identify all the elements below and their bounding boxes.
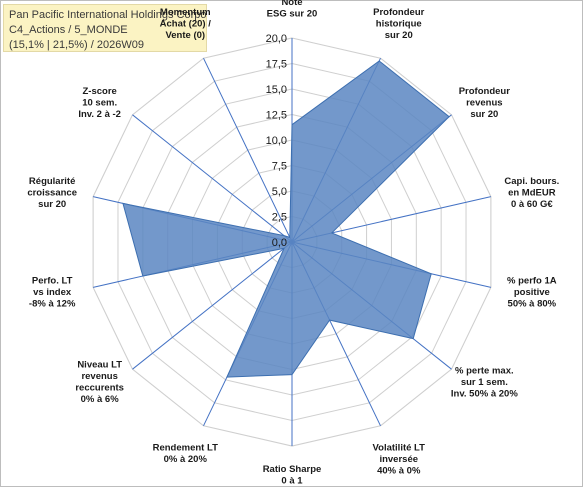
axis-label-line: 0 à 60 G€ — [511, 199, 553, 210]
axis-label-line: Niveau LT — [77, 360, 122, 371]
axis-label-line: % perfo 1A — [507, 276, 557, 287]
axis-label-line: 50% à 80% — [508, 299, 557, 310]
axis-label-line: 0% à 20% — [164, 454, 208, 465]
axis-label-line: sur 1 sem. — [461, 377, 508, 388]
tick-label: 2,5 — [272, 212, 287, 224]
tick-label: 12,5 — [266, 110, 287, 122]
axis-label-line: sur 20 — [385, 30, 413, 41]
axis-label-line: Z-score — [83, 86, 117, 97]
axis-label-line: ESG sur 20 — [267, 9, 318, 20]
axis-label-line: Capi. bours. — [504, 176, 559, 187]
axis-label-line: Inv. 2 à -2 — [78, 109, 121, 120]
axis-label-line: sur 20 — [38, 199, 66, 210]
axis-label-line: Inv. 50% à 20% — [451, 388, 518, 399]
axis-label-line: Volatilité LT — [373, 442, 426, 453]
chart-title-period: (15,1% | 21,5%) / 2026W09 — [9, 39, 144, 51]
axis-label-line: Perfo. LT — [32, 276, 73, 287]
axis-label-line: Ratio Sharpe — [263, 464, 322, 475]
axis-label-line: Note — [281, 0, 302, 8]
axis-label-line: croissance — [27, 187, 77, 198]
tick-label: 15,0 — [266, 84, 287, 96]
axis-label-line: Profondeur — [459, 86, 510, 97]
axis-label: Rendement LT0% à 20% — [153, 442, 218, 465]
radar-series — [122, 60, 450, 378]
tick-label: 0,0 — [272, 237, 287, 249]
axis-label-line: Profondeur — [373, 7, 424, 18]
chart-title-box: Pan Pacific International Holdings Corpo… — [3, 4, 207, 52]
tick-label: 20,0 — [266, 33, 287, 45]
series-area — [122, 60, 450, 378]
axis-label-line: Momentum — [160, 7, 211, 18]
axis-label-line: -8% à 12% — [29, 299, 76, 310]
axis-label-line: Achat (20) / — [160, 19, 212, 30]
axis-label: % perte max.sur 1 sem.Inv. 50% à 20% — [451, 365, 518, 399]
axis-label-line: historique — [376, 19, 422, 30]
radar-tick-labels: 0,0 2,5 5,0 7,5 10,0 12,5 15,0 17,5 20,0 — [266, 33, 287, 249]
axis-label-line: positive — [514, 287, 550, 298]
axis-label-line: 40% à 0% — [377, 465, 421, 476]
axis-label-line: revenus — [466, 98, 502, 109]
axis-label-line: 0 à 1 — [281, 476, 303, 487]
axis-label-line: Régularité — [29, 176, 75, 187]
axis-label-line: vs index — [33, 287, 72, 298]
axis-spoke — [203, 57, 293, 243]
axis-spoke — [132, 241, 293, 370]
axis-label-line: Vente (0) — [165, 30, 205, 41]
axis-label-line: 0% à 6% — [81, 394, 120, 405]
axis-label-line: en MdEUR — [508, 187, 556, 198]
tick-label: 17,5 — [266, 59, 287, 71]
chart-title-category: C4_Actions / 5_MONDE — [9, 24, 128, 36]
chart-title-company: Pan Pacific International Holdings Corpo — [9, 9, 207, 21]
axis-label-line: Rendement LT — [153, 442, 218, 453]
axis-label-line: % perte max. — [455, 365, 514, 376]
tick-label: 7,5 — [272, 161, 287, 173]
axis-label-line: 10 sem. — [82, 98, 117, 109]
axis-spoke — [132, 114, 293, 243]
tick-label: 5,0 — [272, 186, 287, 198]
axis-label-line: reccurents — [75, 383, 124, 394]
axis-label-line: inversée — [379, 454, 418, 465]
axis-label-line: sur 20 — [470, 109, 498, 120]
axis-label-line: revenus — [81, 371, 117, 382]
tick-label: 10,0 — [266, 135, 287, 147]
